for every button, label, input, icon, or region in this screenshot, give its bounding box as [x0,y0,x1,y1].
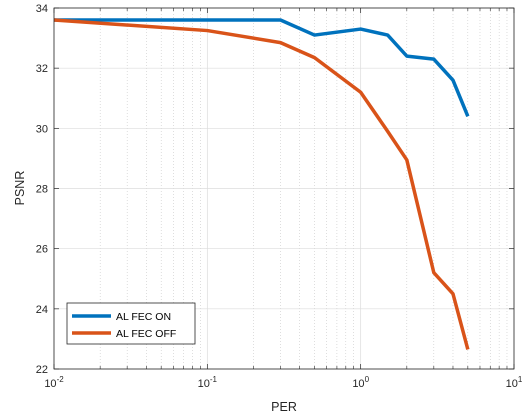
legend: AL FEC ON AL FEC OFF [66,302,196,345]
x-tick-label-base: 10 [198,378,210,390]
x-tick-label: 100 [352,375,369,390]
x-tick-label-base: 10 [44,378,56,390]
y-axis-label: PSNR [13,171,27,206]
y-tick-label: 34 [36,3,48,15]
x-tick-label-exponent: 0 [365,375,370,384]
series-line-al-fec-off [53,18,470,350]
y-tick-label: 24 [36,304,48,316]
y-tick-label: 32 [36,63,48,75]
x-tick-label-base: 10 [352,378,364,390]
x-tick-label-exponent: 1 [518,375,523,384]
y-tick-labels: 22 24 26 28 30 32 34 [36,3,48,376]
x-tick-labels: 10-2 10-1 100 101 [44,375,523,390]
series-lines [53,18,470,350]
y-tick-label: 28 [36,184,48,196]
x-tick-label: 10-1 [198,375,218,390]
x-tick-label: 10-2 [44,375,64,390]
y-tick-label: 30 [36,123,48,135]
legend-label-al-fec-off: AL FEC OFF [116,328,176,340]
y-tick-label: 26 [36,244,48,256]
axis-ticks [53,7,515,370]
legend-label-al-fec-on: AL FEC ON [116,311,171,323]
y-tick-label: 22 [36,364,48,376]
x-axis-label: PER [271,400,297,414]
x-tick-label-exponent: -2 [57,375,65,384]
x-tick-label: 101 [506,375,523,390]
series-line-al-fec-on [54,18,470,117]
x-tick-label-exponent: -1 [210,375,218,384]
legend-box [66,302,196,345]
x-tick-label-base: 10 [506,378,518,390]
